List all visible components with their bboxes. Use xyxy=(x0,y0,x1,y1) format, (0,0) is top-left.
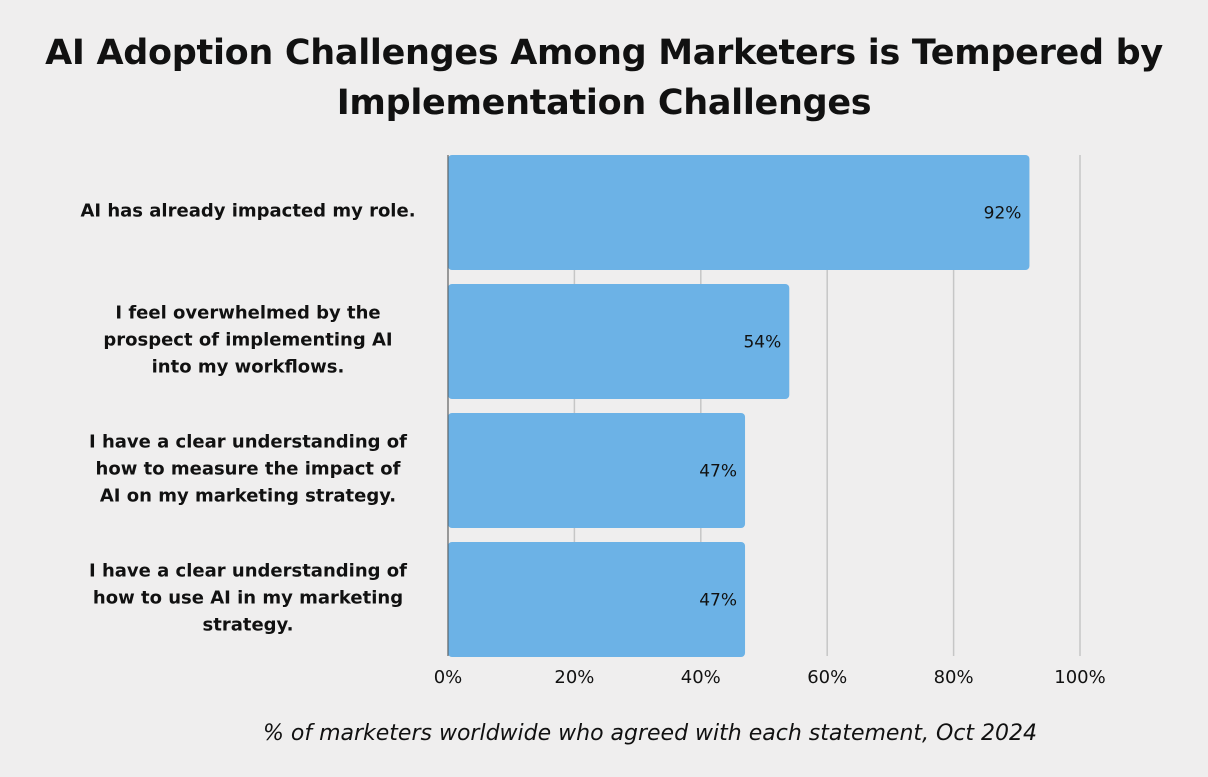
data-label-3: 47% xyxy=(699,591,737,611)
chart-title: AI Adoption Challenges Among Marketers i… xyxy=(0,28,1208,128)
category-label-1: I feel overwhelmed by the prospect of imp… xyxy=(68,299,428,380)
category-label-2: I have a clear understanding of how to me… xyxy=(68,428,428,509)
category-label-1-line-2: into my workflows. xyxy=(151,356,345,377)
category-label-1-line-0: I feel overwhelmed by the xyxy=(115,302,381,323)
category-label-3-line-2: strategy. xyxy=(202,614,294,635)
chart-title-line-2: Implementation Challenges xyxy=(336,83,872,123)
category-label-2-line-1: how to measure the impact of xyxy=(95,458,401,479)
x-tick-label-100: 100% xyxy=(1054,667,1105,688)
category-label-3: I have a clear understanding of how to us… xyxy=(68,557,428,638)
category-label-0: AI has already impacted my role. xyxy=(68,197,428,224)
bar-3 xyxy=(448,542,746,657)
x-tick-label-20: 20% xyxy=(554,667,594,688)
x-tick-label-80: 80% xyxy=(934,667,974,688)
bar-2 xyxy=(448,413,746,528)
category-label-2-line-0: I have a clear understanding of xyxy=(89,431,407,452)
data-label-0: 92% xyxy=(984,204,1022,224)
category-label-0-line-0: AI has already impacted my role. xyxy=(80,200,416,221)
x-axis-caption: % of marketers worldwide who agreed with… xyxy=(262,721,1038,746)
x-tick-label-0: 0% xyxy=(434,667,463,688)
bar-1 xyxy=(448,284,790,399)
chart-title-line-1: AI Adoption Challenges Among Marketers i… xyxy=(45,33,1163,73)
category-label-3-line-1: how to use AI in my marketing xyxy=(92,587,404,608)
x-tick-label-60: 60% xyxy=(807,667,847,688)
category-label-3-line-0: I have a clear understanding of xyxy=(89,560,407,581)
data-label-1: 54% xyxy=(743,333,781,353)
data-label-2: 47% xyxy=(699,462,737,482)
category-label-2-line-2: AI on my marketing strategy. xyxy=(99,485,397,506)
category-label-1-line-1: prospect of implementing AI xyxy=(103,329,393,350)
bar-0 xyxy=(448,155,1030,270)
x-tick-label-40: 40% xyxy=(681,667,721,688)
